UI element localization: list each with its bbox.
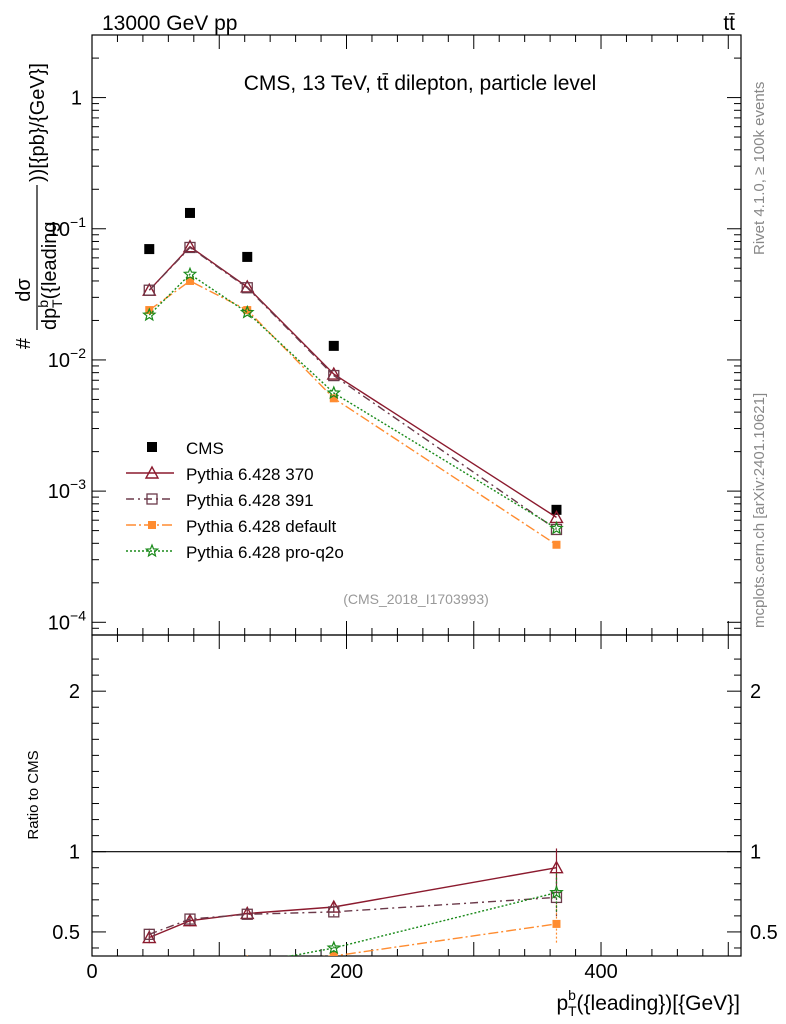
data-point: [185, 276, 194, 285]
data-point: [328, 340, 339, 351]
data-point: [147, 442, 157, 452]
ratio-series-pythia-6-428-370: [142, 848, 564, 944]
x-tick-label: 0: [86, 961, 97, 983]
plot-title: CMS, 13 TeV, tt̄ dilepton, particle leve…: [244, 72, 597, 95]
ratio-y-tick-label-right: 0.5: [750, 922, 778, 944]
data-point: [328, 906, 340, 918]
y-label-numerator: dσ: [13, 278, 35, 302]
mcplots-label: mcplots.cern.ch [arXiv:2401.10621]: [751, 393, 768, 628]
data-point: [239, 304, 255, 319]
data-point: [243, 306, 252, 315]
data-point: [144, 543, 160, 558]
y-label-prefix: #: [13, 337, 35, 349]
series-cms: [144, 207, 562, 515]
ratio-y-tick-label-right: 1: [750, 842, 761, 864]
y-label-denominator: dpbT({leading: [35, 222, 65, 330]
series-pythia-6-428-pro-q2o: [142, 266, 564, 535]
legend-label: Pythia 6.428 391: [186, 491, 314, 510]
ratio-axis-ticks: 0.5 0.5 1 1 2 2: [52, 635, 778, 956]
header-process-label: tt̄: [723, 12, 735, 35]
series-pythia-6-428-391: [143, 241, 563, 536]
y-tick-label: 10−2: [48, 345, 86, 372]
data-point: [146, 493, 158, 505]
legend-entry: CMS: [147, 439, 224, 458]
data-point: [241, 282, 253, 294]
data-point: [329, 394, 338, 403]
data-point: [242, 251, 253, 262]
legend-entry: Pythia 6.428 default: [126, 517, 337, 536]
ratio-plot-panel: 0.5 0.5 1 1 2 2: [52, 634, 778, 969]
y-tick-label: 10−1: [48, 214, 86, 241]
data-point: [241, 908, 253, 920]
data-point: [549, 884, 564, 899]
data-point: [552, 919, 561, 928]
data-point: [326, 940, 342, 955]
data-point: [551, 504, 562, 515]
legend-entry: Pythia 6.428 370: [126, 465, 314, 484]
ratio-y-tick-label: 1: [69, 842, 80, 864]
x-tick-label: 200: [330, 961, 363, 983]
ratio-plot-frame: [91, 634, 742, 957]
ratio-series-pythia-6-428-391: [143, 878, 563, 940]
legend-label: Pythia 6.428 pro-q2o: [186, 543, 344, 562]
ratio-y-tick-label: 2: [69, 681, 80, 703]
data-point: [184, 913, 196, 925]
y-tick-label: 1: [71, 88, 82, 110]
data-point: [142, 307, 157, 322]
legend-label: CMS: [186, 439, 224, 458]
data-point: [243, 957, 251, 965]
data-point: [552, 540, 561, 549]
y-tick-label: 10−4: [48, 607, 86, 634]
data-point: [143, 928, 155, 940]
analysis-watermark: (CMS_2018_I1703993): [343, 591, 489, 607]
ratio-line: [149, 867, 557, 939]
data-point: [242, 958, 254, 969]
ratio-y-axis-label: Ratio to CMS: [25, 750, 42, 839]
data-point: [550, 523, 563, 536]
ratio-series-pythia-6-428-pro-q2o: [242, 873, 564, 969]
data-point: [144, 465, 160, 479]
data-point: [549, 860, 564, 874]
main-plot-panel: 1 10−1 10−2 10−3 10−4 CMS, 13 TeV, tt̄ dilep…: [48, 34, 742, 636]
legend-entry: Pythia 6.428 391: [126, 491, 314, 510]
y-tick-label: 10−3: [48, 476, 86, 503]
ratio-y-tick-label-right: 2: [750, 681, 761, 703]
main-axis-ticks: 1 10−1 10−2 10−3 10−4: [48, 34, 741, 636]
main-series-group: [142, 207, 564, 549]
legend-entry: Pythia 6.428 pro-q2o: [126, 543, 344, 562]
x-axis-label: pb T({leading})[{GeV}]: [556, 987, 740, 1019]
data-point: [326, 385, 342, 400]
legend-label: Pythia 6.428 default: [186, 517, 337, 536]
data-point: [182, 266, 198, 281]
data-point: [328, 369, 340, 382]
data-point: [329, 952, 338, 956]
data-point: [143, 284, 155, 296]
header-energy-label: 13000 GeV pp: [102, 12, 237, 35]
data-point: [142, 930, 157, 944]
x-tick-label: 400: [584, 961, 617, 983]
legend: CMS Pythia 6.428 370 Pythia 6.428 391 Pythi…: [126, 439, 344, 562]
data-point: [144, 244, 155, 255]
main-y-axis-label: # dσ dpbT({leading ))[{pb}/{GeV}]: [13, 63, 65, 349]
data-point: [186, 960, 194, 968]
ratio-series-clipped: [142, 848, 564, 969]
data-point: [240, 279, 255, 293]
data-point: [326, 366, 341, 380]
data-point: [184, 241, 196, 254]
data-point: [182, 239, 198, 253]
y-label-suffix: ))[{pb}/{GeV}]: [27, 63, 49, 182]
ratio-series-group: [142, 848, 564, 969]
data-point: [148, 521, 156, 529]
ratio-line: [321, 923, 557, 956]
data-point: [549, 520, 564, 535]
x-axis-tick-labels: 0 200 400: [86, 961, 617, 983]
series-line: [148, 246, 557, 531]
data-point: [184, 207, 195, 218]
rivet-label: Rivet 4.1.0, ≥ 100k events: [751, 82, 768, 255]
legend-label: Pythia 6.428 370: [186, 465, 314, 484]
ratio-y-tick-label: 0.5: [52, 922, 80, 944]
